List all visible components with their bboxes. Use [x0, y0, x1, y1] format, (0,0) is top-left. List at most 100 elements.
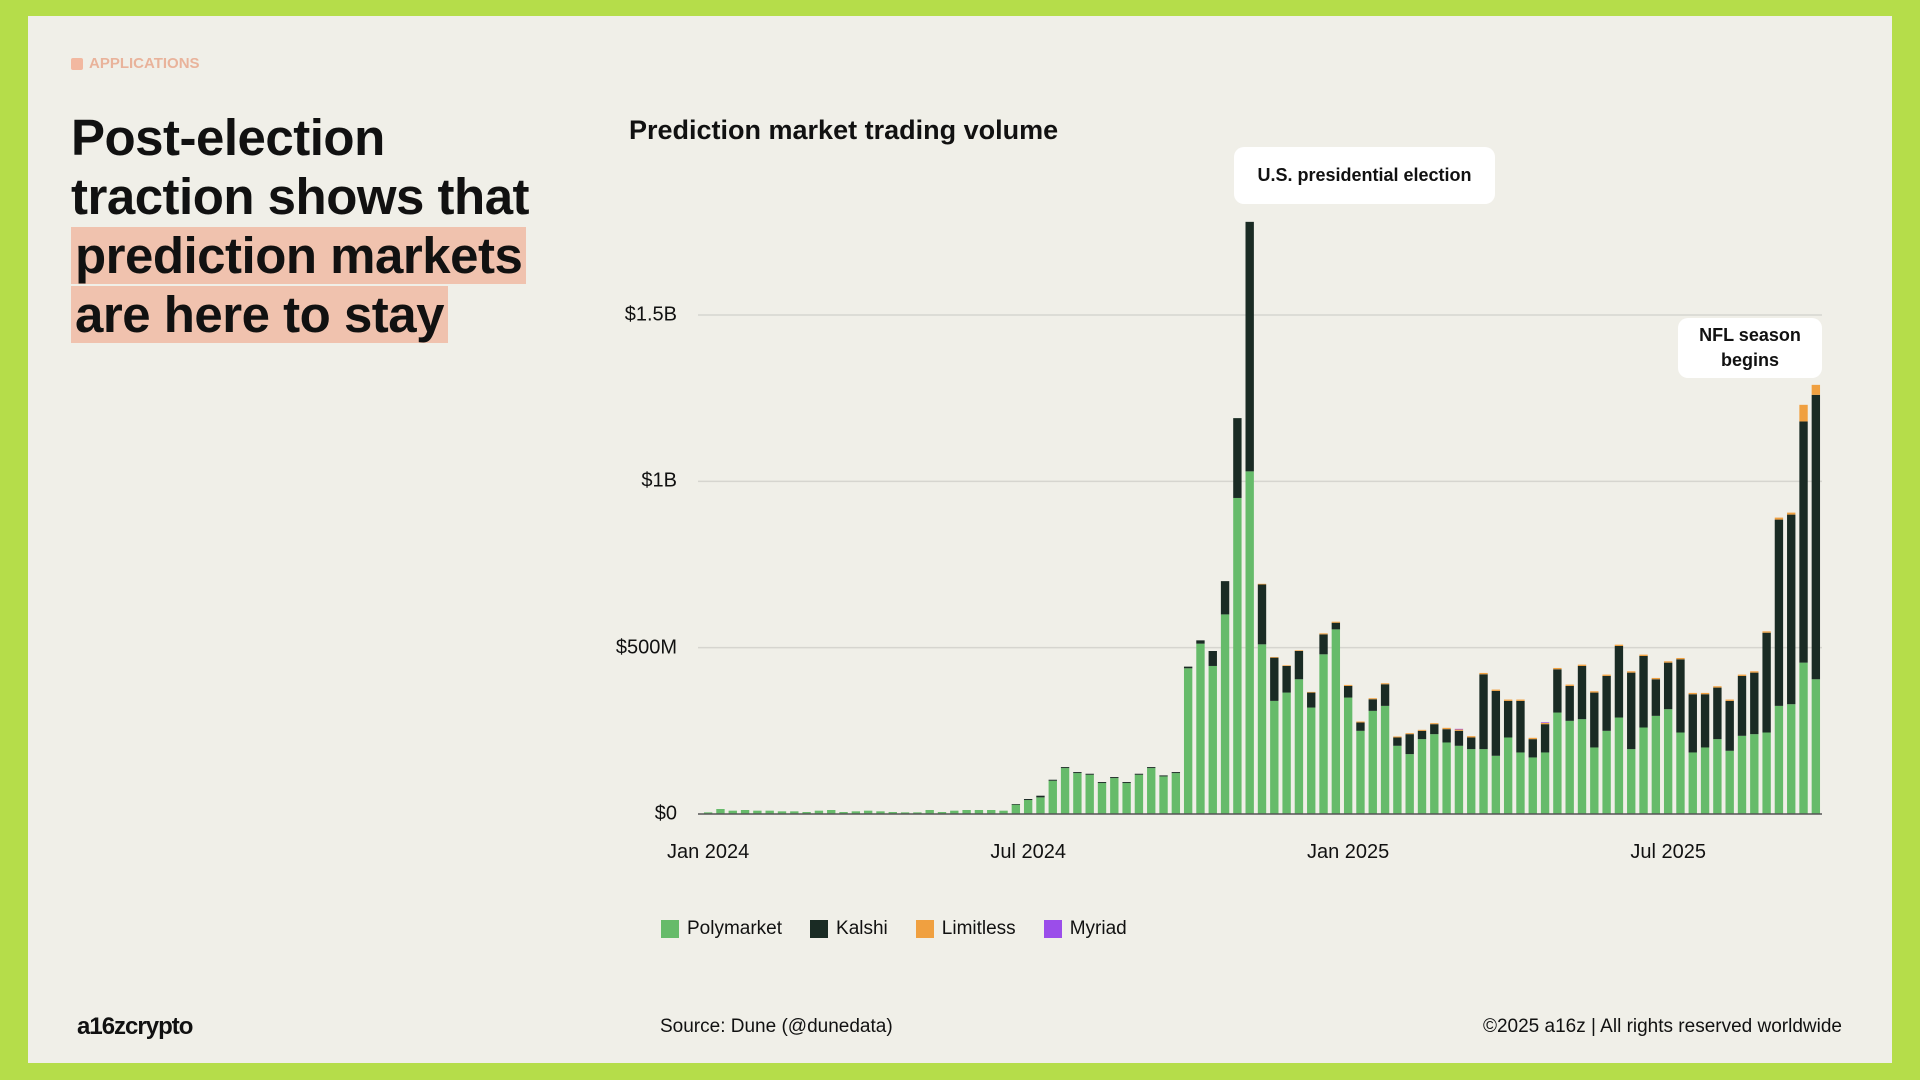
- bar-kalshi: [1602, 675, 1611, 731]
- bar-kalshi: [1380, 684, 1390, 706]
- bar-polymarket: [900, 812, 910, 814]
- bar-kalshi: [1060, 767, 1070, 769]
- bar-polymarket: [1553, 712, 1562, 814]
- bar-kalshi: [1147, 767, 1156, 769]
- bar-kalshi: [1725, 700, 1734, 751]
- bar-polymarket: [1750, 734, 1759, 814]
- bar-polymarket: [1774, 705, 1784, 814]
- bar-kalshi: [1319, 634, 1328, 655]
- bar-kalshi: [1540, 724, 1550, 753]
- bar-kalshi: [1011, 804, 1021, 805]
- bar-polymarket: [1430, 734, 1439, 814]
- legend-kalshi: Kalshi: [810, 918, 888, 940]
- bar-polymarket: [827, 810, 836, 814]
- bar-polymarket: [1307, 707, 1316, 814]
- annotation-election: U.S. presidential election: [1234, 147, 1495, 204]
- legend-label: Kalshi: [836, 918, 888, 939]
- bar-polymarket: [1811, 679, 1821, 814]
- bar-polymarket: [1577, 719, 1587, 814]
- bar-limitless: [1700, 692, 1710, 695]
- bar-polymarket: [1528, 757, 1537, 814]
- bar-limitless: [1479, 672, 1488, 675]
- bar-limitless: [1405, 733, 1414, 735]
- bar-kalshi: [1479, 674, 1488, 750]
- legend-label: Myriad: [1069, 918, 1127, 939]
- bar-polymarket: [1602, 730, 1611, 814]
- bar-kalshi: [1565, 685, 1574, 721]
- bar-polymarket: [1590, 747, 1599, 814]
- bar-limitless: [1270, 656, 1279, 658]
- bar-polymarket: [1110, 778, 1119, 814]
- bar-kalshi: [1085, 773, 1094, 775]
- bar-kalshi: [1663, 662, 1673, 710]
- bar-kalshi: [1036, 795, 1045, 798]
- bar-kalshi: [1331, 622, 1341, 630]
- bar-polymarket: [987, 810, 996, 814]
- bar-polymarket: [1196, 643, 1205, 814]
- bar-kalshi: [1627, 672, 1636, 750]
- bar-polymarket: [1651, 715, 1661, 814]
- bar-polymarket: [1270, 700, 1279, 814]
- bar-kalshi: [1171, 772, 1181, 774]
- bar-limitless: [1454, 729, 1464, 731]
- bar-limitless: [1442, 727, 1451, 730]
- bar-polymarket: [1060, 768, 1070, 814]
- bar-polymarket: [1405, 754, 1414, 814]
- bar-polymarket: [1491, 755, 1501, 814]
- bar-polymarket: [925, 810, 934, 814]
- bar-polymarket: [1503, 737, 1513, 814]
- bar-kalshi: [1651, 679, 1661, 716]
- bar-polymarket: [913, 812, 922, 814]
- bar-limitless: [1430, 723, 1439, 725]
- bar-kalshi: [1110, 777, 1119, 779]
- headline: Post-election traction shows that predic…: [71, 108, 531, 344]
- bar-polymarket: [802, 812, 811, 814]
- bar-polymarket: [1700, 747, 1710, 814]
- bar-limitless: [1307, 691, 1316, 693]
- bar-polymarket: [1097, 783, 1107, 814]
- bar-kalshi: [1516, 700, 1525, 753]
- bar-limitless: [1774, 517, 1784, 520]
- bar-kalshi: [1393, 737, 1402, 746]
- bar-polymarket: [950, 810, 959, 814]
- bar-polymarket: [1442, 742, 1451, 814]
- bar-limitless: [1343, 684, 1353, 686]
- bar-polymarket: [777, 811, 787, 814]
- legend-myriad: Myriad: [1043, 918, 1127, 940]
- bar-limitless: [1762, 631, 1771, 633]
- bar-kalshi: [1368, 699, 1377, 711]
- bar-limitless: [1491, 689, 1501, 691]
- bar-limitless: [1516, 699, 1525, 701]
- bar-polymarket: [863, 810, 873, 814]
- bar-polymarket: [1134, 774, 1144, 814]
- bar-polymarket: [1282, 692, 1291, 814]
- bar-kalshi: [1048, 779, 1057, 781]
- annotation-nfl: NFL season begins: [1678, 318, 1822, 378]
- bar-kalshi: [1590, 692, 1599, 748]
- bar-polymarket: [1676, 732, 1685, 814]
- bar-kalshi: [1774, 519, 1784, 706]
- x-tick-label: Jul 2024: [990, 841, 1066, 863]
- bar-polymarket: [1183, 668, 1193, 814]
- bar-kalshi: [1799, 421, 1808, 663]
- bar-limitless: [1503, 699, 1513, 701]
- bar-limitless: [1528, 737, 1537, 740]
- bar-polymarket: [1479, 749, 1488, 814]
- bar-kalshi: [1356, 722, 1365, 731]
- polymarket-swatch: [661, 920, 679, 938]
- bar-kalshi: [1282, 665, 1291, 693]
- bar-polymarket: [1048, 780, 1057, 814]
- bar-limitless: [1553, 667, 1562, 670]
- bar-kalshi: [1491, 690, 1501, 756]
- bar-polymarket: [1688, 752, 1697, 814]
- bar-polymarket: [1799, 662, 1808, 814]
- bar-polymarket: [1368, 710, 1377, 814]
- x-tick-label: Jan 2025: [1306, 841, 1390, 863]
- bar-kalshi: [1257, 584, 1267, 645]
- bar-polymarket: [1725, 750, 1734, 814]
- bar-polymarket: [765, 810, 774, 814]
- bar-kalshi: [1208, 650, 1217, 666]
- bar-limitless: [1737, 674, 1747, 676]
- bar-polymarket: [974, 810, 984, 814]
- a16zcrypto-logo: a16zcrypto: [77, 1013, 193, 1040]
